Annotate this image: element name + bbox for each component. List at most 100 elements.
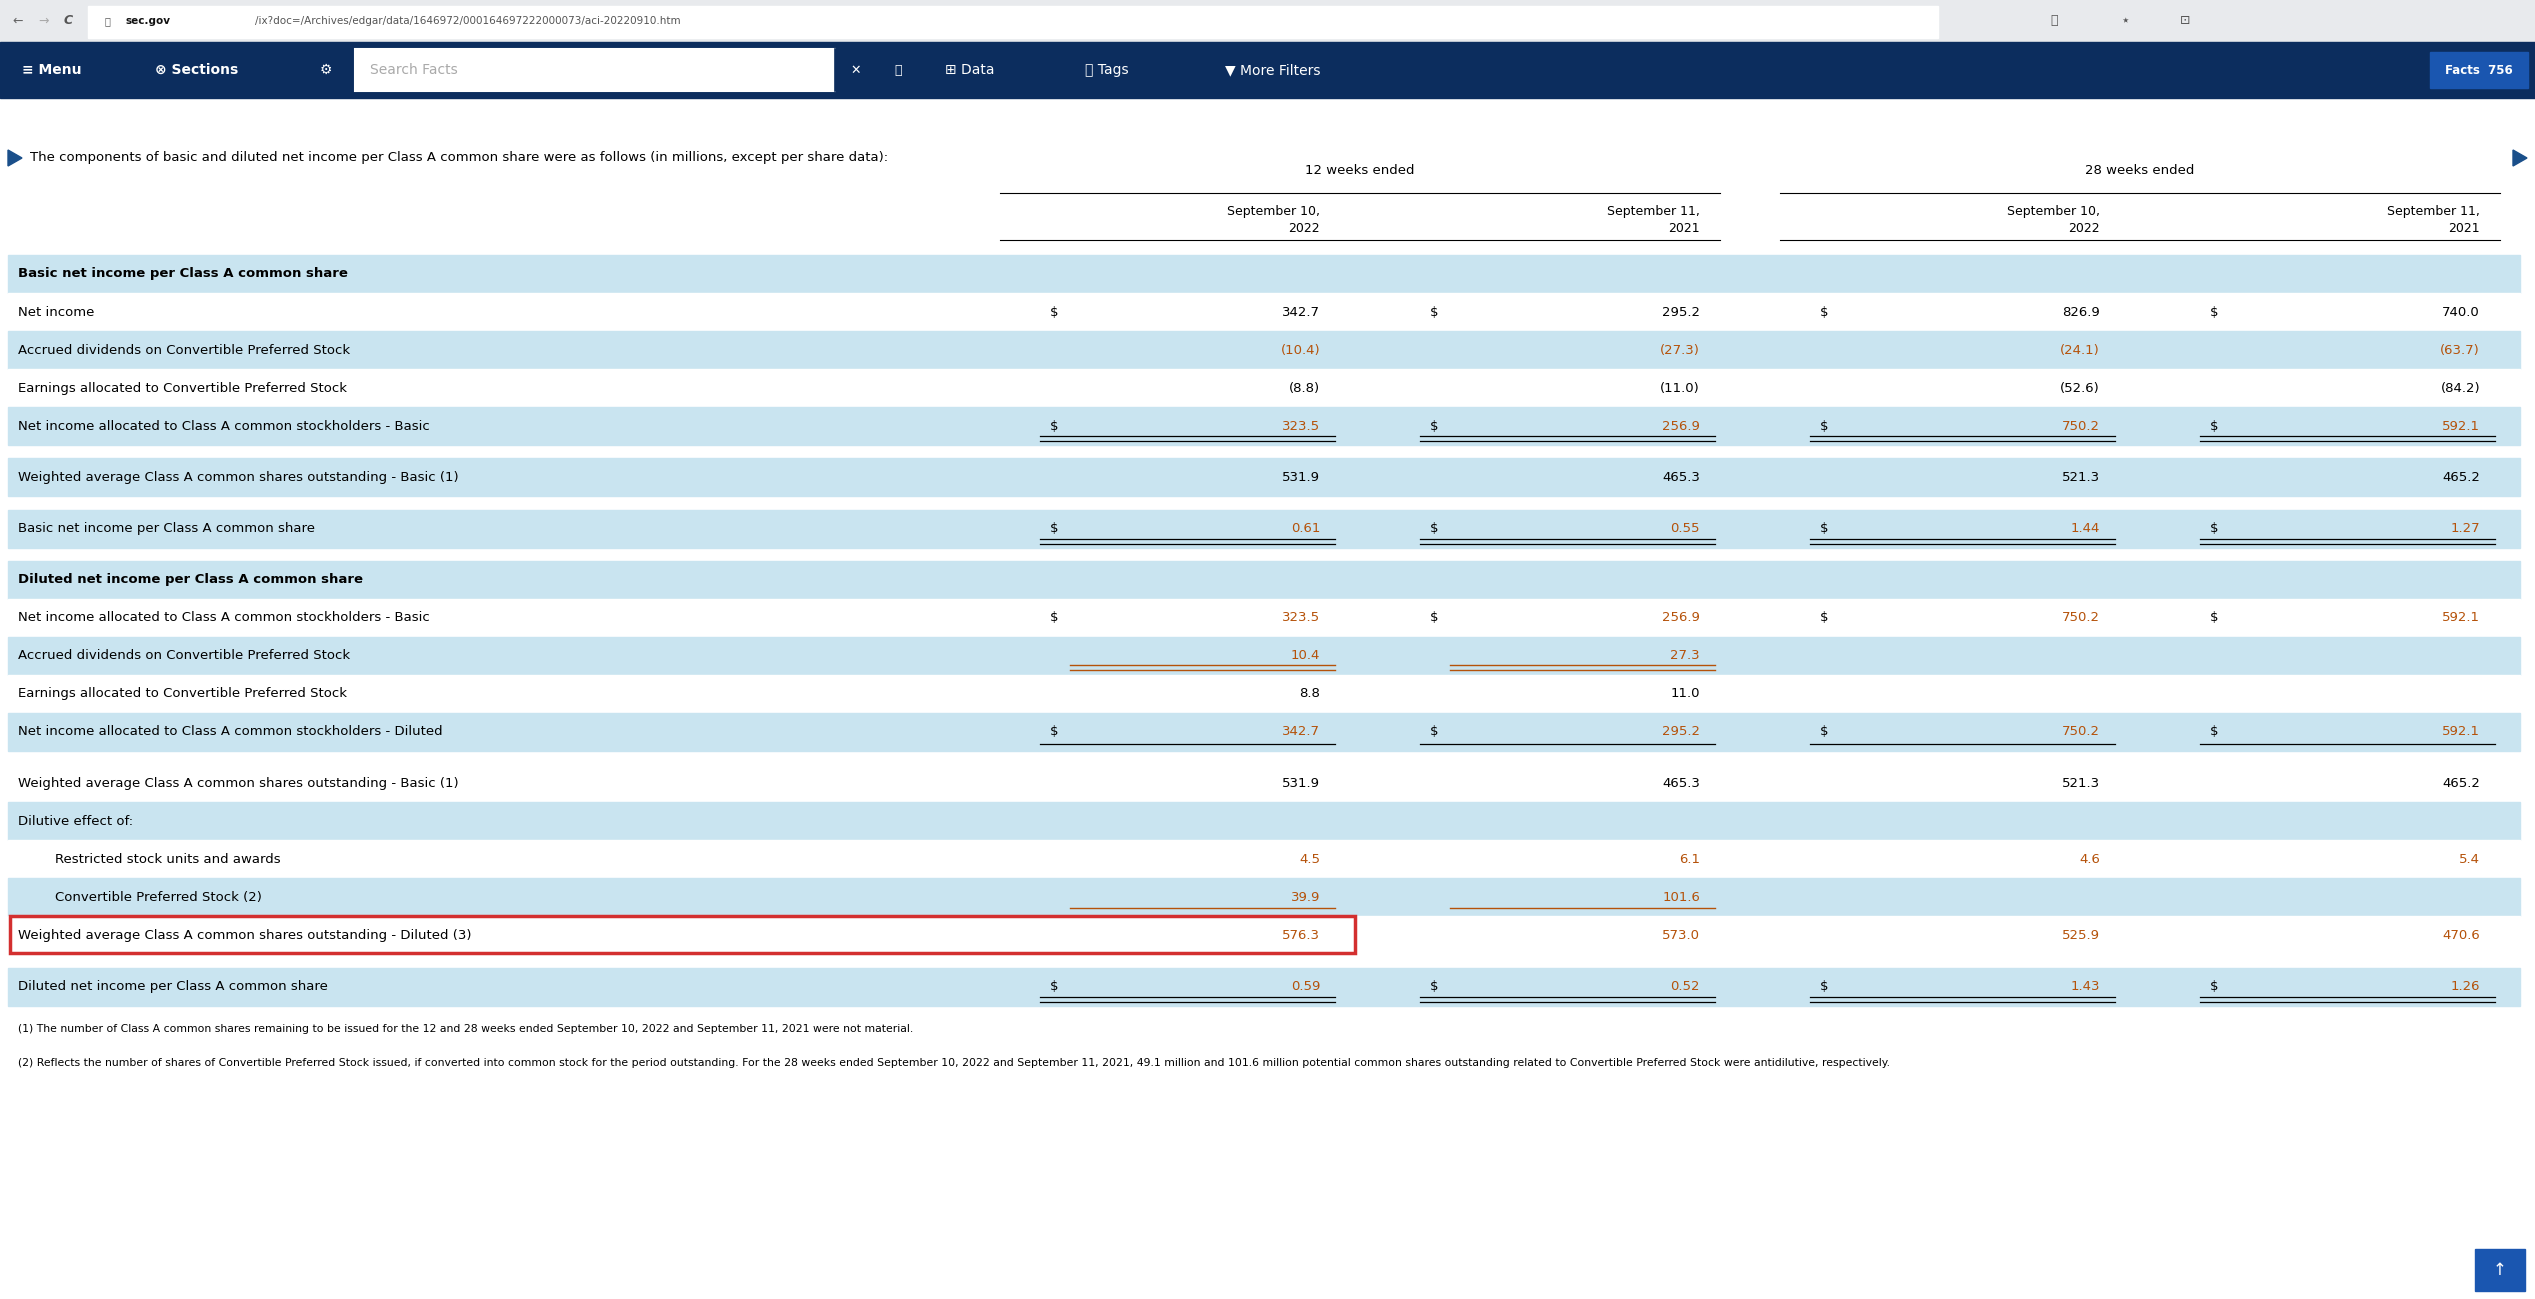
Text: Dilutive effect of:: Dilutive effect of: bbox=[18, 814, 134, 827]
Text: $: $ bbox=[1049, 725, 1060, 738]
Bar bbox=[8, 840, 2520, 878]
Text: 576.3: 576.3 bbox=[1283, 929, 1321, 942]
Bar bbox=[8, 713, 2520, 751]
Bar bbox=[8, 509, 2520, 548]
Text: $: $ bbox=[1430, 522, 1437, 535]
Text: Weighted average Class A common shares outstanding - Diluted (3): Weighted average Class A common shares o… bbox=[18, 929, 472, 942]
Text: 2022: 2022 bbox=[2069, 222, 2099, 235]
Text: 592.1: 592.1 bbox=[2441, 420, 2479, 433]
Text: Restricted stock units and awards: Restricted stock units and awards bbox=[56, 852, 281, 865]
Text: 342.7: 342.7 bbox=[1283, 305, 1321, 318]
Text: $: $ bbox=[1049, 612, 1060, 625]
Bar bbox=[8, 255, 2520, 294]
Text: $: $ bbox=[1430, 979, 1437, 992]
Text: 🏷 Tags: 🏷 Tags bbox=[1085, 62, 1128, 77]
Text: Net income allocated to Class A common stockholders - Diluted: Net income allocated to Class A common s… bbox=[18, 725, 444, 738]
Text: Earnings allocated to Convertible Preferred Stock: Earnings allocated to Convertible Prefer… bbox=[18, 382, 347, 395]
Text: 1.44: 1.44 bbox=[2071, 522, 2099, 535]
Bar bbox=[8, 675, 2520, 713]
Text: 39.9: 39.9 bbox=[1290, 891, 1321, 904]
Text: 295.2: 295.2 bbox=[1663, 305, 1701, 318]
Text: Convertible Preferred Stock (2): Convertible Preferred Stock (2) bbox=[56, 891, 261, 904]
Text: 101.6: 101.6 bbox=[1663, 891, 1701, 904]
Text: 295.2: 295.2 bbox=[1663, 725, 1701, 738]
Text: 0.55: 0.55 bbox=[1671, 522, 1701, 535]
Text: (63.7): (63.7) bbox=[2441, 343, 2479, 356]
Text: (24.1): (24.1) bbox=[2061, 343, 2099, 356]
Text: ✕: ✕ bbox=[852, 64, 862, 77]
Text: 4.5: 4.5 bbox=[1298, 852, 1321, 865]
Text: 465.3: 465.3 bbox=[1663, 777, 1701, 790]
Text: $: $ bbox=[1049, 522, 1060, 535]
Text: 470.6: 470.6 bbox=[2441, 929, 2479, 942]
Text: 0.61: 0.61 bbox=[1290, 522, 1321, 535]
Text: $: $ bbox=[1430, 612, 1437, 625]
Bar bbox=[0, 42, 2535, 97]
Text: 12 weeks ended: 12 weeks ended bbox=[1306, 165, 1415, 178]
Bar bbox=[355, 49, 834, 91]
Text: $: $ bbox=[1430, 305, 1437, 318]
Text: ⊡: ⊡ bbox=[2180, 14, 2190, 27]
Text: 826.9: 826.9 bbox=[2063, 305, 2099, 318]
Text: $: $ bbox=[1430, 725, 1437, 738]
Text: /ix?doc=/Archives/edgar/data/1646972/000164697222000073/aci-20220910.htm: /ix?doc=/Archives/edgar/data/1646972/000… bbox=[256, 16, 679, 26]
Text: 5.4: 5.4 bbox=[2459, 852, 2479, 865]
Text: The components of basic and diluted net income per Class A common share were as : The components of basic and diluted net … bbox=[30, 152, 887, 165]
Text: $: $ bbox=[1820, 979, 1828, 992]
Text: $: $ bbox=[1820, 522, 1828, 535]
Text: C: C bbox=[63, 14, 74, 27]
Text: Basic net income per Class A common share: Basic net income per Class A common shar… bbox=[18, 522, 314, 535]
Polygon shape bbox=[8, 149, 23, 166]
Text: 6.1: 6.1 bbox=[1678, 852, 1701, 865]
Text: $: $ bbox=[1820, 612, 1828, 625]
Text: (10.4): (10.4) bbox=[1280, 343, 1321, 356]
Text: 592.1: 592.1 bbox=[2441, 725, 2479, 738]
Text: (2) Reflects the number of shares of Convertible Preferred Stock issued, if conv: (2) Reflects the number of shares of Con… bbox=[18, 1057, 1891, 1068]
Text: $: $ bbox=[1049, 420, 1060, 433]
Text: $: $ bbox=[1820, 420, 1828, 433]
Text: (27.3): (27.3) bbox=[1660, 343, 1701, 356]
Text: 531.9: 531.9 bbox=[1283, 470, 1321, 483]
Text: 1.43: 1.43 bbox=[2071, 979, 2099, 992]
Text: (84.2): (84.2) bbox=[2441, 382, 2479, 395]
Bar bbox=[2431, 52, 2527, 88]
Text: 573.0: 573.0 bbox=[1663, 929, 1701, 942]
Text: Earnings allocated to Convertible Preferred Stock: Earnings allocated to Convertible Prefer… bbox=[18, 687, 347, 700]
Text: 323.5: 323.5 bbox=[1283, 612, 1321, 625]
Text: September 11,: September 11, bbox=[1607, 204, 1701, 217]
Bar bbox=[8, 637, 2520, 675]
Text: ←: ← bbox=[13, 14, 23, 27]
Text: 1.26: 1.26 bbox=[2451, 979, 2479, 992]
Text: 750.2: 750.2 bbox=[2061, 420, 2099, 433]
Text: sec.gov: sec.gov bbox=[124, 16, 170, 26]
Text: 10.4: 10.4 bbox=[1290, 650, 1321, 662]
Text: $: $ bbox=[1049, 305, 1060, 318]
Text: 465.2: 465.2 bbox=[2441, 470, 2479, 483]
Text: Net income: Net income bbox=[18, 305, 94, 318]
Text: Net income allocated to Class A common stockholders - Basic: Net income allocated to Class A common s… bbox=[18, 612, 431, 625]
Bar bbox=[304, 49, 347, 91]
Text: $: $ bbox=[1820, 305, 1828, 318]
Text: Diluted net income per Class A common share: Diluted net income per Class A common sh… bbox=[18, 979, 327, 992]
Text: 256.9: 256.9 bbox=[1663, 612, 1701, 625]
Text: 2021: 2021 bbox=[1668, 222, 1701, 235]
Text: 1.27: 1.27 bbox=[2451, 522, 2479, 535]
Text: September 11,: September 11, bbox=[2388, 204, 2479, 217]
Text: (8.8): (8.8) bbox=[1288, 382, 1321, 395]
Text: $: $ bbox=[2211, 522, 2218, 535]
Bar bbox=[834, 49, 877, 91]
Text: (11.0): (11.0) bbox=[1660, 382, 1701, 395]
Text: 0.52: 0.52 bbox=[1671, 979, 1701, 992]
Text: Net income allocated to Class A common stockholders - Basic: Net income allocated to Class A common s… bbox=[18, 420, 431, 433]
Text: $: $ bbox=[2211, 979, 2218, 992]
Text: 0.59: 0.59 bbox=[1290, 979, 1321, 992]
Text: Weighted average Class A common shares outstanding - Basic (1): Weighted average Class A common shares o… bbox=[18, 777, 459, 790]
Text: ▼ More Filters: ▼ More Filters bbox=[1224, 62, 1321, 77]
Text: Accrued dividends on Convertible Preferred Stock: Accrued dividends on Convertible Preferr… bbox=[18, 650, 350, 662]
Text: (52.6): (52.6) bbox=[2061, 382, 2099, 395]
Text: 521.3: 521.3 bbox=[2061, 777, 2099, 790]
Text: 🔒: 🔒 bbox=[104, 16, 112, 26]
Text: 740.0: 740.0 bbox=[2441, 305, 2479, 318]
Bar bbox=[0, 0, 2535, 42]
Text: 4.6: 4.6 bbox=[2079, 852, 2099, 865]
